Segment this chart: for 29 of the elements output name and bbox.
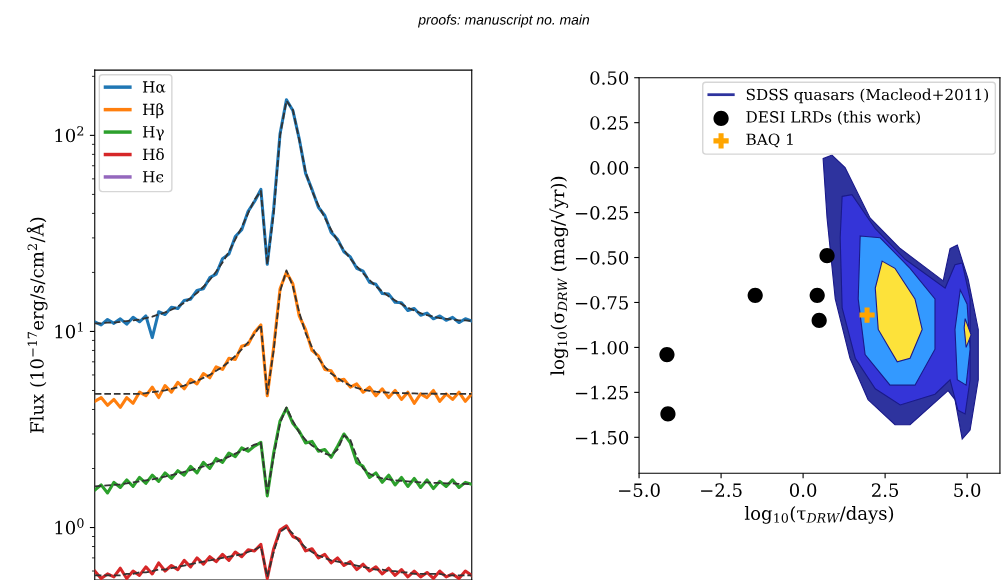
x-axis-title: log$_{10}$(τ$_{DRW}$/days) (744, 506, 894, 524)
legend-label: Hα (142, 81, 166, 93)
y-tick-label: 10$^{2}$ (55, 126, 84, 143)
legend-label: Hβ (142, 103, 164, 119)
y-tick-label: 10$^{1}$ (55, 322, 83, 339)
y-axis-title: log$_{10}$(σ$_{DRW}$ (mag/√yr)) (549, 176, 569, 376)
y-tick-label: 0.00 (590, 161, 629, 175)
legend-label: Hδ (142, 148, 164, 161)
x-tick-label: −2.5 (701, 483, 742, 497)
x-tick-label: 0.0 (789, 483, 817, 497)
x-tick-label: 5.0 (954, 483, 981, 497)
legend-label: Hγ (142, 126, 164, 141)
y-axis-title: Flux (10$^{−17}$erg/s/cm$^{2}$/Å) (26, 217, 48, 433)
x-tick-label: −5.0 (619, 483, 660, 497)
y-tick-label: −0.25 (575, 206, 628, 220)
y-tick-label: 0.50 (590, 71, 629, 85)
text: proofs: manuscript no. main (417, 14, 590, 28)
x-tick-label: 2.5 (871, 483, 899, 497)
y-tick-label: −0.50 (575, 250, 629, 265)
y-tick-label: 0.25 (590, 116, 628, 130)
y-tick-label: 10$^{0}$ (55, 518, 84, 535)
y-tick-label: −1.25 (575, 385, 628, 400)
y-tick-label: −1.00 (575, 340, 629, 355)
legend-label: DESI LRDs (this work) (746, 110, 920, 125)
legend-label: SDSS quasars (Macleod+2011) (746, 88, 989, 104)
legend-label: BAQ 1 (746, 133, 793, 148)
legend-label: Hϵ (142, 171, 164, 183)
y-tick-label: −0.75 (575, 295, 628, 310)
y-tick-label: −1.50 (575, 430, 629, 445)
